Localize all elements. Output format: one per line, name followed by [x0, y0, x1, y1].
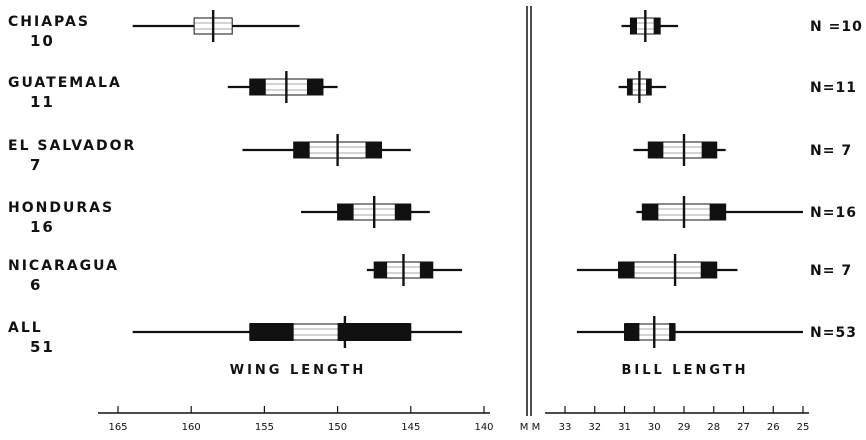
- group-name: NICARAGUA: [8, 258, 119, 274]
- group-guatemala: GUATEMALA 11 N=11: [8, 71, 857, 111]
- bill-tick-label: 27: [737, 422, 750, 433]
- n-label: N=16: [810, 205, 857, 221]
- wing-ci-block-left: [293, 142, 310, 158]
- bill-axis: 33 32 31 30 29 28 27 26 25: [545, 406, 809, 433]
- bill-ci-block-right: [646, 79, 652, 95]
- group-el-salvador: EL SALVADOR 7 N= 7: [8, 134, 852, 174]
- wing-ci-block-left: [337, 204, 354, 220]
- group-name: GUATEMALA: [8, 75, 122, 91]
- bill-tick-label: 33: [559, 422, 572, 433]
- wing-tick-label: 165: [108, 422, 127, 433]
- bill-tick-label: 25: [797, 422, 810, 433]
- n-label: N= 7: [810, 263, 852, 279]
- wing-axis-title: WING LENGTH: [230, 363, 367, 378]
- group-count: 16: [30, 218, 55, 236]
- wing-ci-block-left: [249, 323, 294, 341]
- bill-tick-label: 31: [618, 422, 631, 433]
- n-label: N= 7: [810, 143, 852, 159]
- bill-ci-block-left: [627, 79, 633, 95]
- wing-tick-label: 145: [401, 422, 420, 433]
- bill-tick-label: 29: [678, 422, 691, 433]
- axes: WING LENGTH BILL LENGTH 165 160 155 150 145 140…: [98, 363, 809, 433]
- wing-ci-block-left: [374, 262, 388, 278]
- wing-ci-block-right: [365, 142, 382, 158]
- wing-tick-label: 160: [182, 422, 201, 433]
- group-count: 7: [30, 156, 42, 174]
- group-honduras: HONDURAS 16 N=16: [8, 196, 857, 236]
- bill-ci-block-right: [701, 142, 717, 158]
- group-count: 51: [30, 338, 55, 356]
- wing-ci-block-right: [306, 79, 323, 95]
- wing-tick-label: 140: [474, 422, 493, 433]
- bill-axis-title: BILL LENGTH: [621, 363, 748, 378]
- groups: CHIAPAS 10 N =10 GUATEMALA 11 N=11 EL SALVADOR…: [8, 10, 863, 356]
- wing-ci-block-left: [249, 79, 266, 95]
- group-chiapas: CHIAPAS 10 N =10: [8, 10, 863, 50]
- group-name: CHIAPAS: [8, 14, 90, 30]
- bill-ci-block-right: [669, 323, 676, 341]
- group-count: 10: [30, 32, 55, 50]
- group-name: ALL: [8, 320, 43, 336]
- group-nicaragua: NICARAGUA 6 N= 7: [8, 254, 852, 294]
- bill-tick-label: 26: [767, 422, 780, 433]
- wing-ci-block-right: [419, 262, 433, 278]
- group-name: HONDURAS: [8, 200, 114, 216]
- bill-ci-block-right: [700, 262, 717, 278]
- group-count: 6: [30, 276, 42, 294]
- wing-ci-block-right: [394, 204, 411, 220]
- n-label: N =10: [810, 19, 863, 35]
- panel-divider: [526, 6, 532, 416]
- bill-ci-block-right: [653, 18, 661, 34]
- group-all: ALL 51 N=53: [8, 316, 857, 356]
- group-count: 11: [30, 93, 55, 111]
- bill-ci-block-right: [709, 204, 726, 220]
- wing-axis: 165 160 155 150 145 140: [98, 406, 494, 433]
- wing-tick-label: 150: [328, 422, 347, 433]
- group-name: EL SALVADOR: [8, 138, 136, 154]
- unit-label: M M: [520, 422, 540, 433]
- bill-tick-label: 28: [707, 422, 720, 433]
- n-label: N=53: [810, 325, 857, 341]
- bill-ci-block-left: [618, 262, 635, 278]
- wing-tick-label: 155: [255, 422, 274, 433]
- bill-tick-label: 32: [588, 422, 601, 433]
- wing-ci-block-right: [337, 323, 411, 341]
- bill-ci-block-left: [648, 142, 664, 158]
- n-label: N=11: [810, 80, 857, 96]
- bill-ci-block-left: [642, 204, 659, 220]
- bill-ci-block-left: [624, 323, 640, 341]
- bill-tick-label: 30: [648, 422, 661, 433]
- bill-ci-block-left: [630, 18, 637, 34]
